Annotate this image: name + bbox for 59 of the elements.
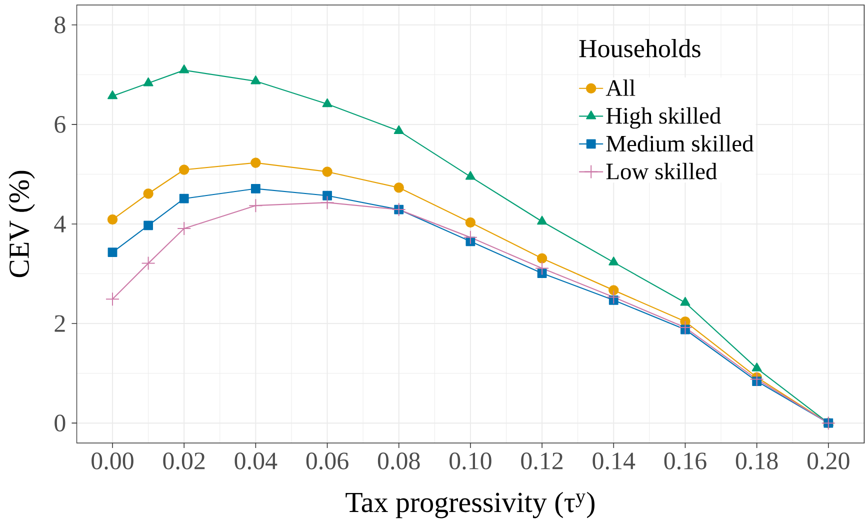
point [535,261,550,276]
point [177,221,192,236]
point [250,75,261,84]
point [680,296,690,306]
point [178,164,190,175]
y-tick-label: 8 [54,16,66,34]
legend-label: High skilled [606,107,721,129]
point [465,217,476,228]
point [537,216,548,225]
legend-label: All [606,79,636,96]
point [536,253,548,264]
point [465,171,476,180]
point [143,188,154,199]
x-tick-label: 0.14 [592,452,636,470]
x-tick-label: 0.08 [378,452,420,470]
x-tick-label: 0.16 [664,452,706,470]
point [108,248,118,258]
legend-label: Medium skilled [606,135,754,152]
y-tick-label: 6 [54,116,66,133]
point [141,256,156,270]
x-tick-label: 0.18 [736,452,778,470]
point [144,220,153,230]
point [179,194,189,204]
legend-title: Households [579,39,700,58]
point [322,166,332,177]
point [320,196,334,210]
point [750,372,764,386]
point [606,290,621,304]
point [463,230,478,244]
x-tick-label: 0.02 [163,452,205,470]
point [394,182,404,193]
point [250,158,261,168]
point [248,198,263,213]
y-axis-title: CEV (%) [8,170,35,278]
point [752,362,762,372]
point [608,256,619,266]
x-tick-label: 0.20 [807,452,850,470]
point [392,202,406,217]
x-tick-label: 0.10 [450,452,492,470]
point [143,77,154,86]
legend-label: Low skilled [606,162,717,180]
point [107,214,118,225]
point [250,184,260,194]
point [322,98,332,108]
point [108,90,118,100]
point [394,125,404,134]
point [608,285,619,296]
point [179,64,190,74]
point [678,320,692,335]
x-tick-label: 0.04 [234,452,278,470]
x-tick-label: 0.00 [92,452,134,470]
x-tick-label: 0.06 [306,452,348,470]
x-axis-title: Tax progressivity (τ$^{y}$) [346,492,594,518]
y-tick-label: 0 [54,414,66,432]
point [106,292,120,306]
y-tick-label: 4 [54,216,66,232]
point [322,190,332,200]
y-tick-label: 2 [54,315,65,332]
x-tick-label: 0.12 [521,452,563,470]
